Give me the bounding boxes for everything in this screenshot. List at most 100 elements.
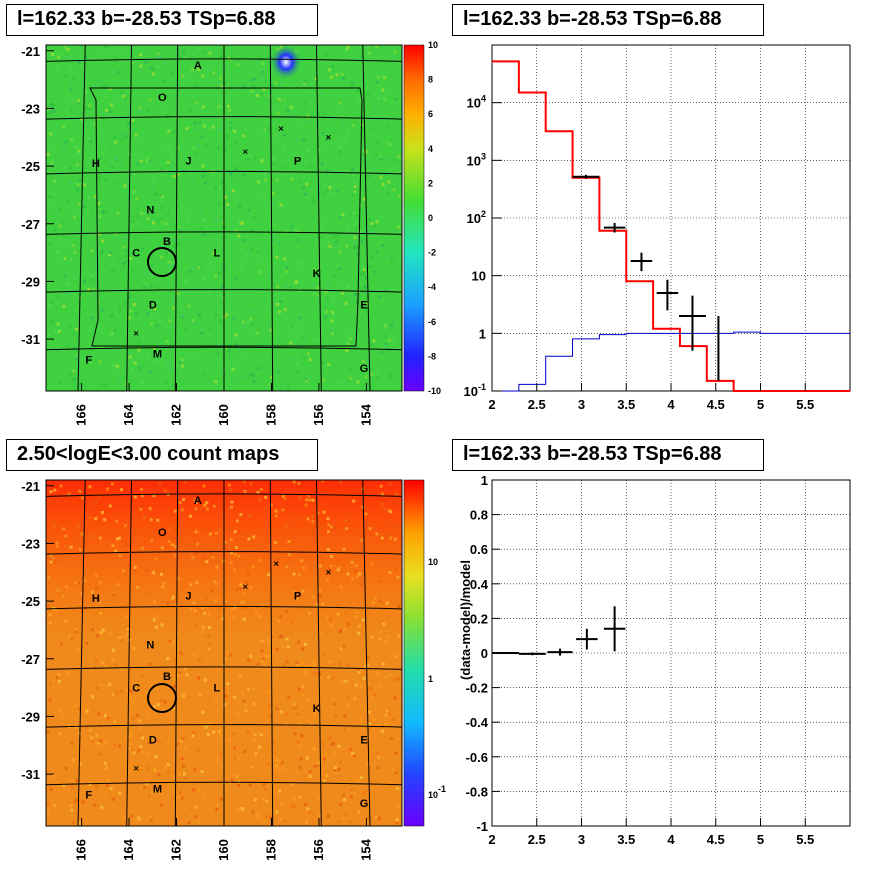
noise-pixel [115, 519, 119, 523]
noise-pixel [224, 195, 228, 199]
noise-pixel [229, 505, 233, 509]
noise-pixel [128, 731, 132, 735]
noise-pixel [297, 687, 301, 691]
noise-pixel [140, 785, 144, 789]
noise-pixel [166, 161, 170, 165]
noise-pixel [285, 565, 289, 569]
noise-pixel [92, 164, 96, 168]
noise-pixel [182, 169, 186, 173]
noise-pixel [46, 49, 50, 53]
noise-pixel [240, 601, 244, 604]
noise-pixel [243, 702, 247, 706]
noise-pixel [195, 580, 199, 584]
noise-pixel [145, 752, 149, 756]
noise-pixel [87, 288, 91, 291]
noise-pixel [48, 698, 52, 702]
noise-pixel [181, 764, 185, 768]
noise-pixel [385, 601, 389, 605]
noise-pixel [387, 509, 391, 513]
longitude-line [174, 44, 179, 392]
noise-pixel [52, 773, 55, 777]
x-tick-label: 158 [263, 404, 278, 426]
noise-pixel [318, 631, 322, 635]
noise-pixel [230, 608, 234, 612]
noise-pixel [243, 750, 247, 754]
noise-pixel [232, 732, 235, 736]
noise-pixel [328, 281, 332, 284]
noise-pixel [365, 530, 369, 534]
noise-pixel [229, 538, 233, 542]
noise-pixel [307, 494, 311, 498]
noise-pixel [264, 358, 268, 362]
noise-pixel [301, 647, 305, 651]
noise-pixel [82, 200, 86, 204]
noise-pixel [80, 490, 84, 494]
noise-pixel [148, 550, 152, 553]
noise-pixel [367, 51, 371, 55]
noise-pixel [298, 85, 302, 89]
x-tick-label: 156 [311, 404, 326, 426]
noise-pixel [131, 223, 135, 227]
noise-pixel [280, 129, 284, 133]
noise-pixel [347, 379, 351, 383]
noise-pixel [60, 642, 64, 646]
noise-pixel [99, 739, 103, 743]
noise-pixel [191, 266, 195, 270]
noise-pixel [70, 108, 74, 112]
noise-pixel [76, 581, 80, 585]
noise-pixel [316, 110, 320, 114]
noise-pixel [362, 197, 366, 201]
noise-pixel [247, 537, 251, 541]
noise-pixel [326, 617, 330, 620]
colorbar-tick-label: 10-1 [428, 784, 446, 800]
noise-pixel [68, 634, 72, 638]
noise-pixel [349, 788, 353, 792]
noise-pixel [296, 238, 300, 242]
noise-pixel [283, 383, 287, 387]
noise-pixel [264, 79, 268, 82]
noise-pixel [48, 111, 52, 115]
noise-pixel [375, 372, 379, 376]
noise-pixel [77, 61, 81, 65]
noise-pixel [172, 306, 175, 310]
noise-pixel [188, 269, 192, 273]
noise-pixel [139, 745, 143, 749]
noise-pixel [96, 117, 100, 120]
noise-pixel [95, 734, 99, 738]
noise-pixel [212, 251, 216, 255]
noise-pixel [253, 732, 257, 736]
noise-pixel [369, 73, 373, 77]
noise-pixel [274, 514, 278, 518]
noise-pixel [393, 537, 397, 541]
noise-pixel [156, 615, 160, 619]
noise-pixel [318, 236, 322, 239]
noise-pixel [282, 99, 286, 102]
noise-pixel [285, 609, 289, 613]
noise-pixel [73, 800, 77, 804]
noise-pixel [200, 630, 204, 634]
noise-pixel [89, 273, 93, 277]
noise-pixel [341, 679, 344, 683]
noise-pixel [274, 509, 278, 513]
noise-pixel [256, 180, 260, 184]
noise-pixel [242, 617, 246, 621]
noise-pixel [330, 319, 334, 323]
noise-pixel [244, 546, 248, 550]
noise-pixel [370, 635, 374, 639]
latitude-line [45, 170, 403, 175]
latitude-line [45, 781, 403, 786]
noise-pixel [176, 173, 180, 177]
noise-pixel [193, 233, 197, 237]
noise-pixel [193, 781, 196, 785]
noise-pixel [311, 520, 315, 524]
noise-pixel [252, 380, 256, 384]
noise-pixel [317, 308, 321, 312]
noise-pixel [300, 358, 304, 362]
noise-pixel [165, 742, 169, 746]
noise-pixel [144, 281, 148, 285]
noise-pixel [296, 713, 300, 716]
noise-pixel [144, 272, 148, 276]
noise-pixel [149, 284, 153, 288]
noise-pixel [295, 515, 299, 519]
